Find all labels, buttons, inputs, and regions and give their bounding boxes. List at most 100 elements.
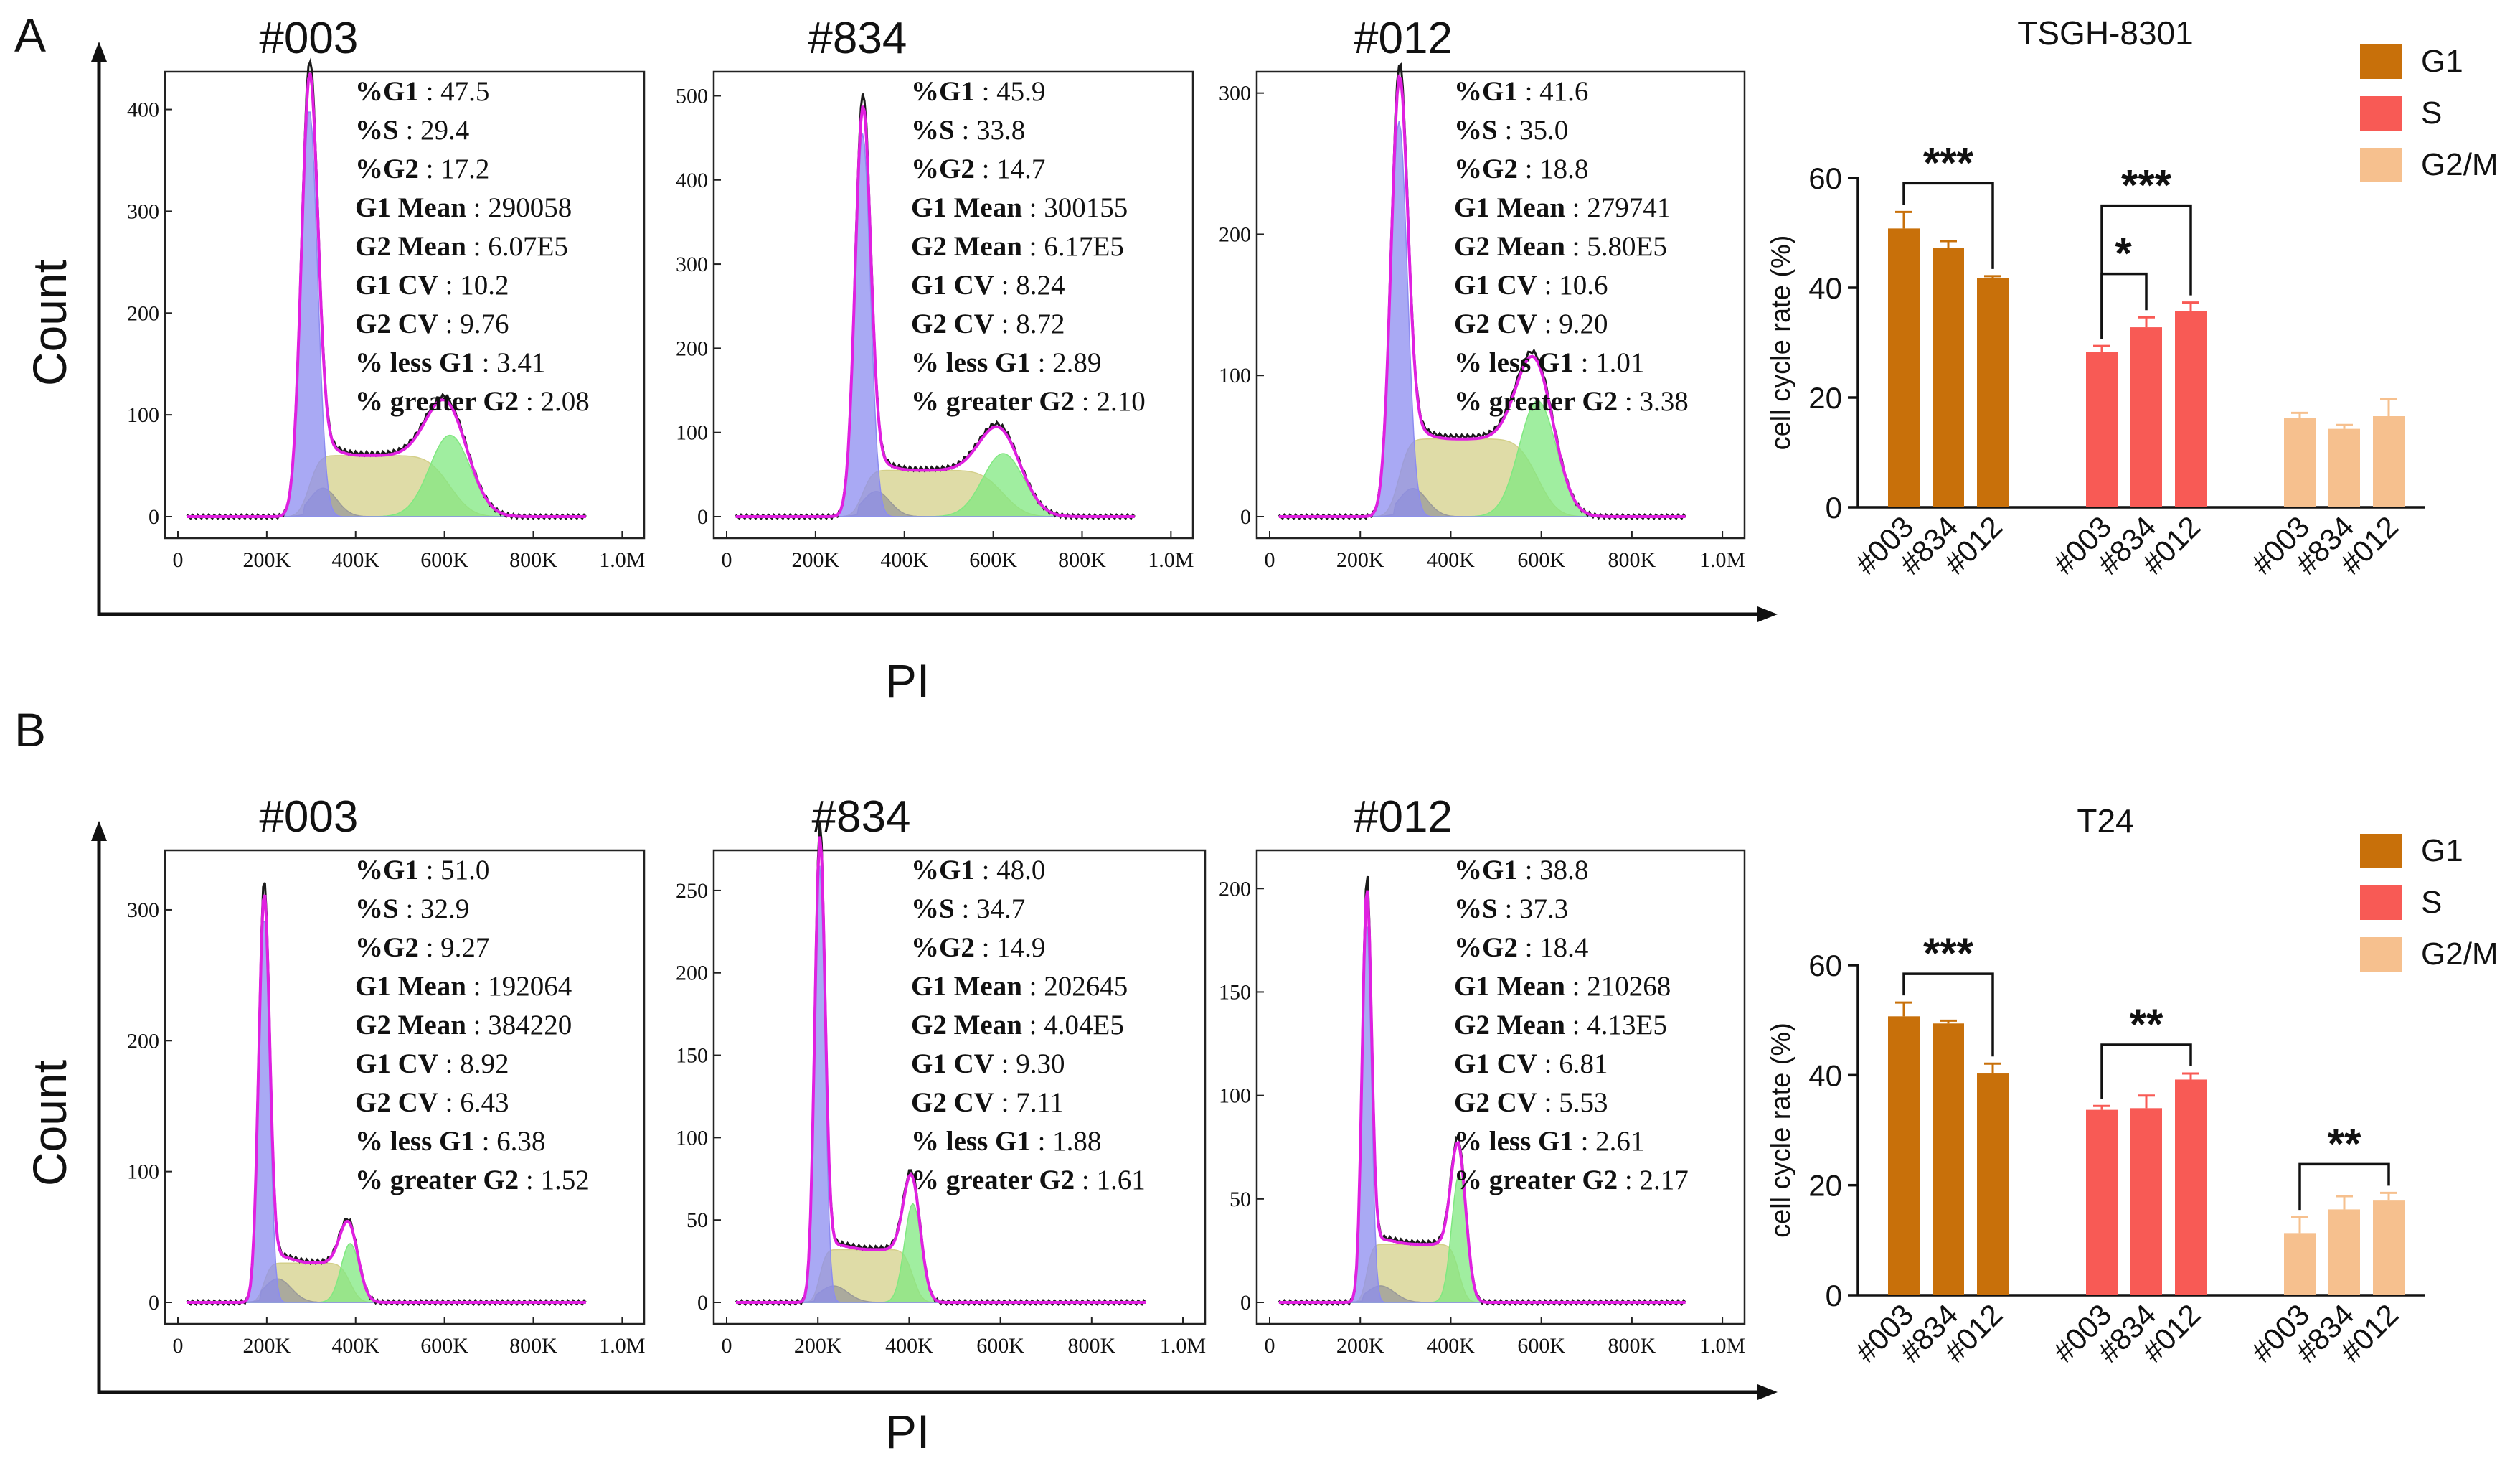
- stat-label: %G2: [1454, 154, 1518, 184]
- y-tick-label: 500: [676, 84, 708, 108]
- x-tick-label: 600K: [976, 1334, 1024, 1358]
- bar: [2175, 311, 2207, 507]
- stat-line: G2 CV : 5.53: [1454, 1087, 1608, 1118]
- flow-histogram: #012 0 50 100 150 200 0 200K 400K 600K 800K 1.0M %G1…: [1219, 792, 1746, 1358]
- flow-histogram: #012 0 100 200 300 0 200K 400K 600K 800K 1.0M %G1 :…: [1219, 14, 1746, 572]
- stat-label: %G1: [911, 855, 975, 885]
- stat-value: : 33.8: [955, 115, 1026, 146]
- stat-line: % less G1 : 1.88: [911, 1126, 1101, 1157]
- x-tick-label: 0: [1265, 548, 1275, 572]
- x-tick-label: 400K: [885, 1334, 933, 1358]
- significance-stars: **: [2328, 1119, 2361, 1167]
- legend-swatch: [2360, 44, 2402, 79]
- stat-value: : 300155: [1022, 192, 1128, 223]
- big-axes: [91, 821, 1778, 1400]
- stat-value: : 10.2: [438, 270, 509, 301]
- stat-label: G2 Mean: [355, 1010, 466, 1040]
- stat-label: % less G1: [911, 347, 1031, 378]
- legend-swatch: [2360, 96, 2402, 131]
- y-tick-label: 250: [676, 879, 708, 903]
- stat-line: G1 Mean : 279741: [1454, 192, 1671, 223]
- stat-line: %S : 29.4: [355, 115, 469, 146]
- y-tick-label: 200: [1219, 222, 1251, 246]
- x-tick-label: 800K: [1067, 1334, 1115, 1358]
- flow-histogram: #834 0 50 100 150 200 250 0 200K 400K 600K 800K 1.0M…: [676, 792, 1207, 1358]
- stat-line: G2 Mean : 5.80E5: [1454, 231, 1667, 262]
- x-tick-label: 1.0M: [599, 548, 645, 572]
- stat-line: %G2 : 18.8: [1454, 154, 1588, 184]
- y-tick-label: 200: [1219, 877, 1251, 901]
- bar: [2328, 428, 2360, 507]
- stat-line: % less G1 : 6.38: [355, 1126, 545, 1157]
- bar: [2373, 1200, 2405, 1295]
- stat-line: % greater G2 : 1.52: [355, 1165, 590, 1195]
- stat-line: %G1 : 38.8: [1454, 855, 1588, 885]
- stat-line: G1 CV : 9.30: [911, 1048, 1065, 1079]
- histogram-title: #834: [808, 14, 907, 63]
- bar: [2086, 1109, 2118, 1295]
- stat-label: G2 CV: [355, 1087, 438, 1118]
- stat-value: : 9.76: [438, 309, 509, 339]
- stat-value: : 9.27: [419, 932, 490, 963]
- y-tick-label: 40: [1808, 271, 1842, 305]
- stat-value: : 2.17: [1618, 1165, 1689, 1195]
- stat-label: %G1: [355, 855, 419, 885]
- stat-label: G1 CV: [1454, 270, 1537, 301]
- stat-label: G2 CV: [911, 1087, 994, 1118]
- stat-value: : 9.20: [1537, 309, 1608, 339]
- significance-bracket: [2100, 272, 2148, 339]
- model-fit-line: [735, 105, 1135, 518]
- flow-histogram: #834 0 100 200 300 400 500 0 200K 400K 600K 800K 1.0…: [676, 14, 1194, 572]
- stat-label: %G1: [911, 76, 975, 107]
- x-tick-label: 200K: [1336, 1334, 1384, 1358]
- stat-line: G1 CV : 8.92: [355, 1048, 509, 1079]
- x-tick-label: 200K: [243, 1334, 291, 1358]
- stat-line: % less G1 : 1.01: [1454, 347, 1644, 378]
- stat-line: % less G1 : 2.89: [911, 347, 1101, 378]
- y-tick-label: 200: [676, 962, 708, 985]
- x-tick-label: 400K: [1427, 548, 1475, 572]
- stat-line: G1 Mean : 300155: [911, 192, 1128, 223]
- bar: [1888, 228, 1920, 507]
- histogram-title: #003: [259, 792, 358, 842]
- y-tick-label: 300: [127, 199, 159, 223]
- big-axes: [91, 42, 1778, 622]
- stat-value: : 279741: [1565, 192, 1671, 223]
- stat-line: G2 CV : 9.76: [355, 309, 509, 339]
- stat-value: : 37.3: [1498, 893, 1569, 924]
- stat-line: %G1 : 41.6: [1454, 76, 1588, 107]
- stat-line: % greater G2 : 2.10: [911, 386, 1146, 417]
- stat-line: % greater G2 : 2.08: [355, 386, 590, 417]
- stat-value: : 1.61: [1075, 1165, 1146, 1195]
- stat-value: : 38.8: [1518, 855, 1589, 885]
- stat-value: : 32.9: [399, 893, 470, 924]
- stat-value: : 34.7: [955, 893, 1026, 924]
- y-tick-label: 20: [1808, 1169, 1842, 1203]
- stat-label: G2 CV: [1454, 309, 1537, 339]
- stat-label: G1 CV: [911, 1048, 994, 1079]
- stat-value: : 384220: [466, 1010, 572, 1040]
- stat-label: % greater G2: [355, 1165, 519, 1195]
- x-tick-label: 400K: [880, 548, 928, 572]
- stat-label: %S: [355, 893, 399, 924]
- stat-label: % greater G2: [911, 1165, 1075, 1195]
- x-tick-label: 400K: [331, 548, 379, 572]
- y-tick-label: 100: [127, 1160, 159, 1184]
- y-tick-label: 0: [697, 1291, 708, 1315]
- panel-letter: B: [14, 703, 46, 756]
- stat-line: %S : 32.9: [355, 893, 469, 924]
- y-tick-label: 400: [676, 169, 708, 192]
- x-tick-label: 0: [1265, 1334, 1275, 1358]
- stat-label: %G2: [1454, 932, 1518, 963]
- stat-line: G1 Mean : 210268: [1454, 971, 1671, 1002]
- stat-value: : 290058: [466, 192, 572, 223]
- y-tick-label: 300: [127, 898, 159, 922]
- histogram-title: #012: [1354, 14, 1453, 63]
- histogram-title: #834: [812, 792, 911, 842]
- legend-label: G1: [2421, 833, 2463, 868]
- y-tick-label: 100: [127, 403, 159, 427]
- stat-label: %G1: [1454, 855, 1518, 885]
- stat-value: : 14.9: [975, 932, 1046, 963]
